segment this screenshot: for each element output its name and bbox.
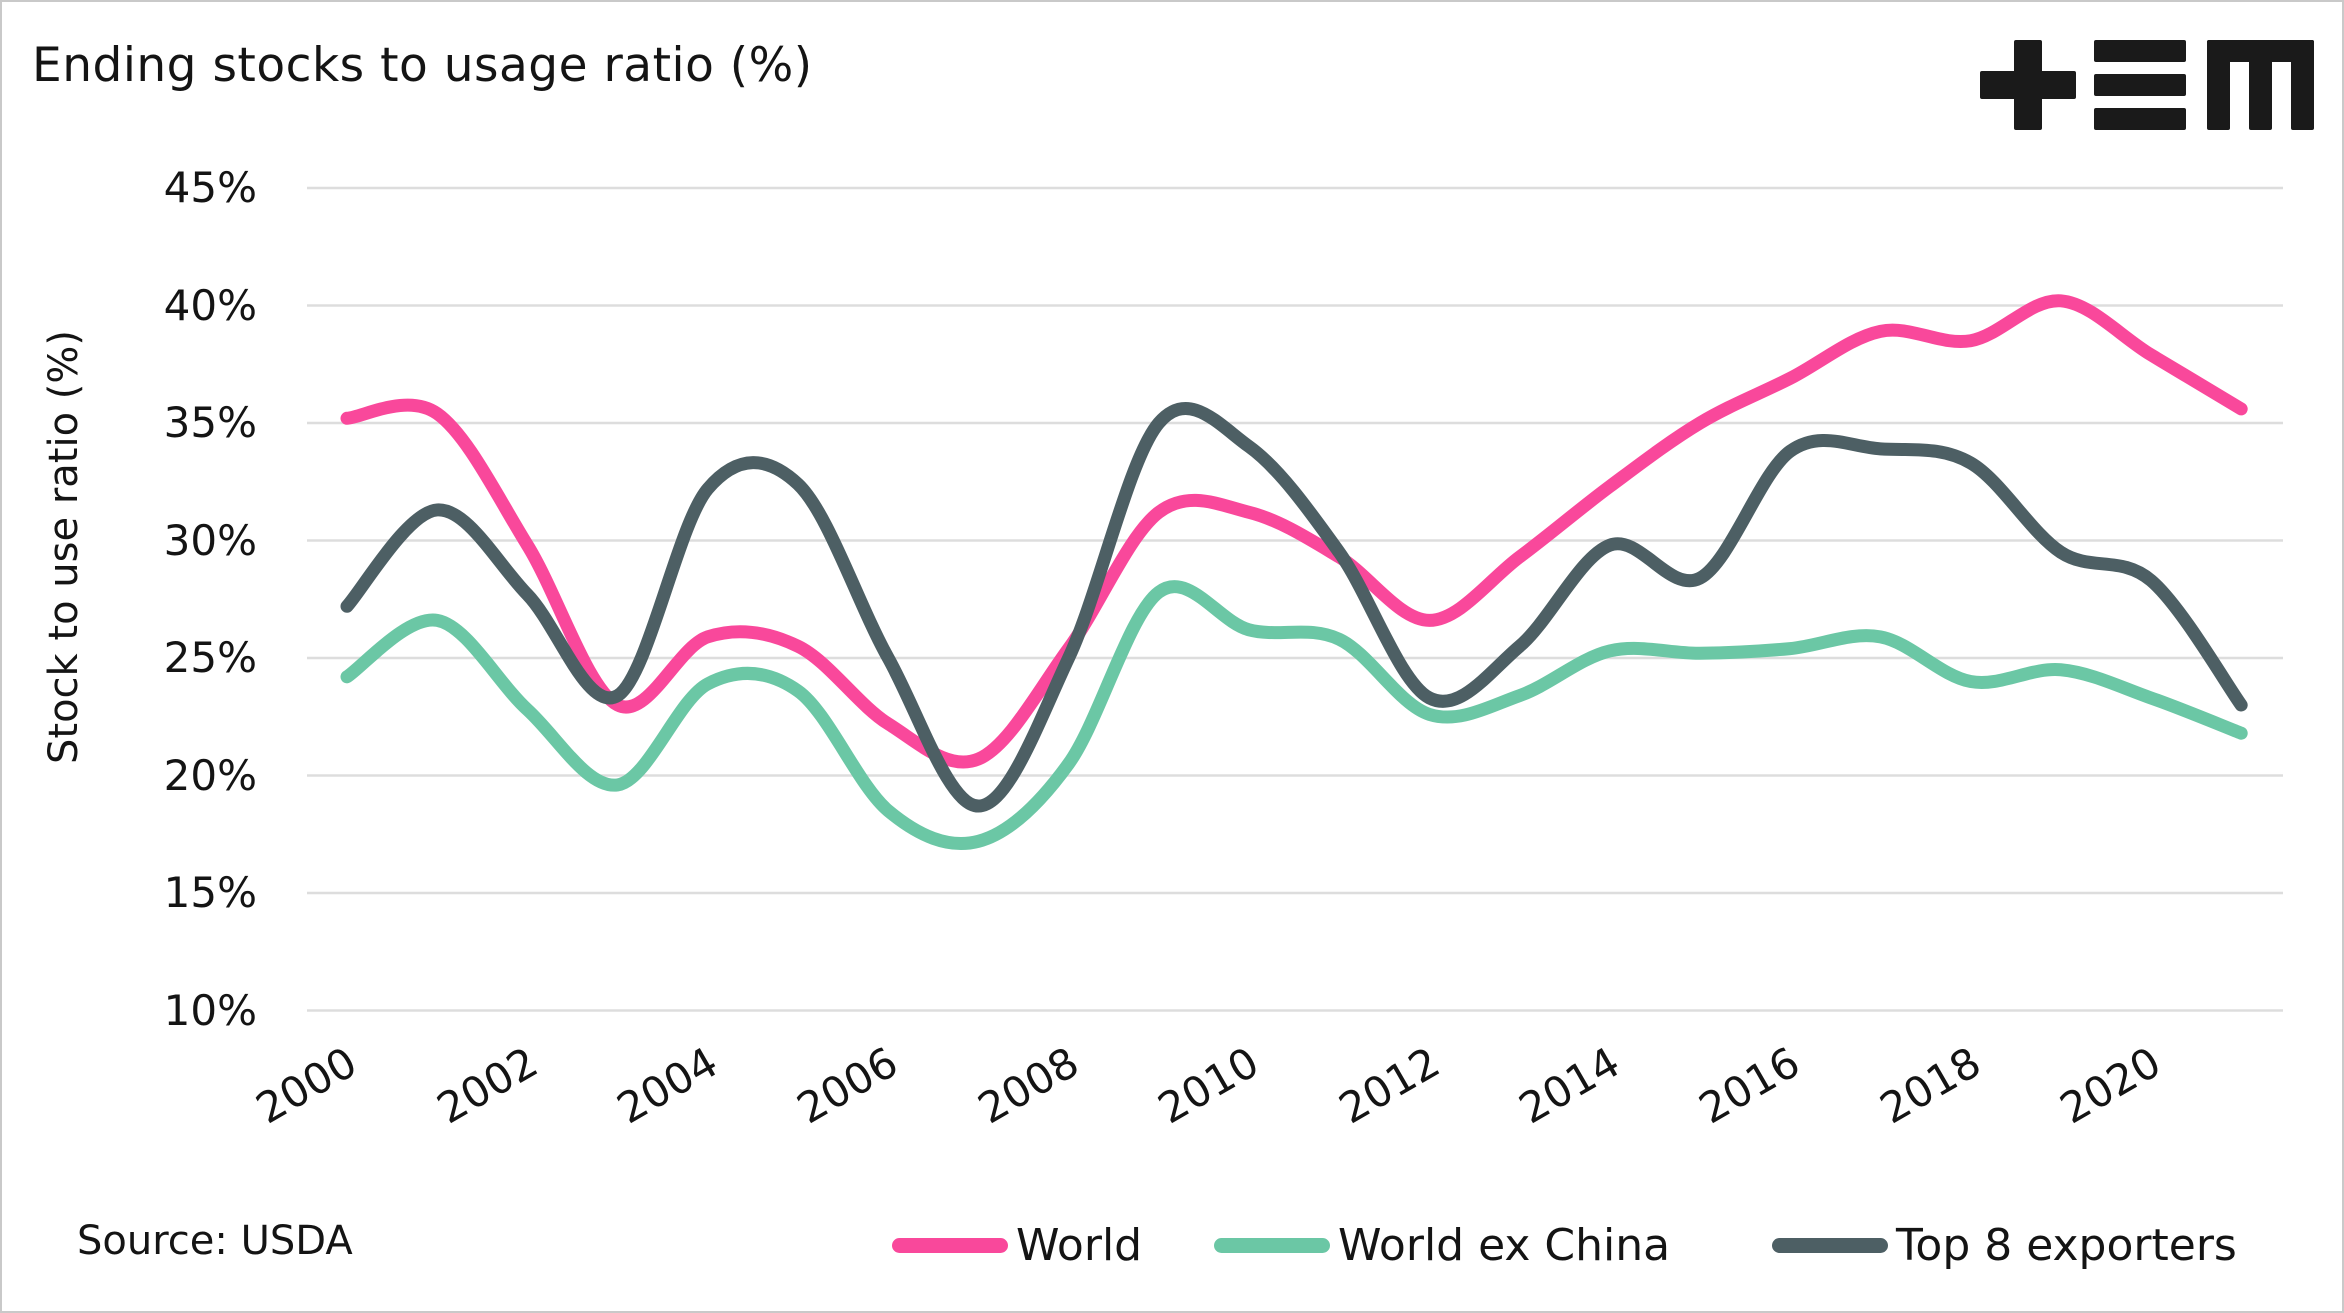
- y-tick-label: 25%: [163, 633, 257, 682]
- y-tick-label: 30%: [163, 515, 257, 565]
- chart-title: Ending stocks to usage ratio (%): [32, 38, 813, 93]
- legend-label: Top 8 exporters: [1896, 1219, 2237, 1271]
- y-tick-label: 40%: [163, 280, 257, 330]
- equals-icon: [2094, 40, 2186, 130]
- brand-logo: [1980, 40, 2314, 130]
- gridlines: [307, 186, 2283, 1012]
- legend-item-world-ex-china: World ex China: [1214, 1216, 1670, 1274]
- series-line-world-ex-china: [340, 580, 2248, 851]
- y-tick-label: 45%: [163, 163, 257, 212]
- series-line-top-8-exporters: [340, 402, 2248, 813]
- series-line-world: [340, 294, 2248, 769]
- series-lines: [340, 294, 2248, 851]
- y-tick-label: 35%: [163, 398, 257, 447]
- legend-label: World ex China: [1338, 1219, 1671, 1271]
- legend-swatch: [1772, 1237, 1888, 1253]
- y-tick-label: 10%: [163, 985, 257, 1035]
- y-tick-label: 20%: [163, 750, 257, 800]
- plus-icon: [1980, 40, 2076, 130]
- legend-item-world: World: [892, 1216, 1142, 1274]
- legend-item-top-8-exporters: Top 8 exporters: [1772, 1216, 2237, 1274]
- m-icon: [2207, 40, 2314, 130]
- legend-swatch: [892, 1237, 1008, 1253]
- y-tick-label: 15%: [163, 868, 257, 917]
- legend-swatch: [1214, 1237, 1330, 1253]
- legend-label: World: [1016, 1219, 1143, 1271]
- source-note: Source: USDA: [77, 1218, 353, 1264]
